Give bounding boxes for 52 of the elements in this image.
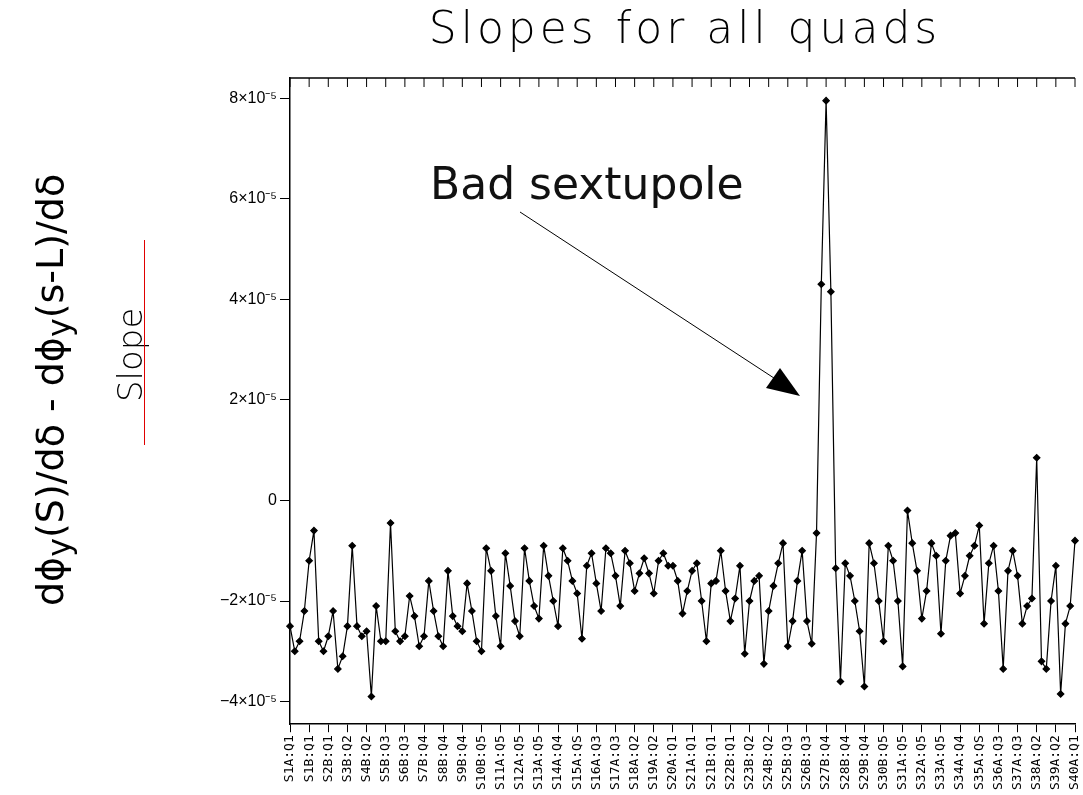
x-tick-label: S20A:Q1 [664,735,680,791]
x-tick-label: S36A:Q3 [989,735,1005,791]
x-tick-label: S1A:Q1 [281,735,297,783]
x-tick-label: S3B:Q2 [338,735,354,783]
y-tick-label: 6×10⁻⁵ [229,189,277,207]
x-tick-label: S10B:Q5 [472,735,488,791]
x-tick-label: S33A:Q5 [932,735,948,791]
x-tick-label: S32A:Q5 [913,735,929,791]
x-tick-label: S6B:Q3 [396,735,412,783]
y-tick-label: 8×10⁻⁵ [229,88,277,106]
x-tick-label: S40A:Q1 [1066,735,1082,791]
x-tick-label: S15A:QS [568,735,584,791]
annotation: Bad sextupole [430,158,744,209]
x-tick-label: S21A:Q1 [683,735,699,791]
x-tick-label: S11A:Q5 [491,735,507,791]
x-tick-label: S24B:Q2 [760,735,776,791]
x-tick-label: S19A:Q2 [645,735,661,791]
x-tick-label: S27B:Q4 [817,735,833,791]
x-tick-label: S21B:Q1 [702,735,718,791]
x-tick-label: S7B:Q4 [415,735,431,783]
x-tick-label: S34A:Q4 [951,735,967,791]
x-tick-label: S28B:Q4 [836,735,852,791]
x-tick-label: S23B:Q2 [740,735,756,791]
y-tick-label: 2×10⁻⁵ [229,390,277,408]
y-tick-label: −2×10⁻⁵ [219,591,277,609]
x-tick-label: S18A:Q2 [626,735,642,791]
x-tick-label: S30B:Q5 [874,735,890,791]
x-tick-label: S14A:Q4 [549,735,565,791]
x-tick-label: S17A:Q3 [606,735,622,791]
x-tick-label: S8B:Q4 [434,735,450,783]
x-tick-label: S13A:Q5 [530,735,546,791]
x-tick-label: S25B:Q3 [779,735,795,791]
x-tick-label: S1B:Q1 [300,735,316,783]
x-tick-label: S5B:Q3 [377,735,393,783]
x-tick-label: S31A:Q5 [894,735,910,791]
chart-title: Slopes for all quads [427,2,943,53]
x-tick-label: S26B:Q3 [798,735,814,791]
x-tick-label: S4B:Q2 [357,735,373,783]
y-tick-label: 0 [268,490,278,508]
y-tick-label: −4×10⁻⁵ [219,691,277,709]
x-tick-label: S35A:QS [970,735,986,791]
x-tick-label: S38A:Q2 [1028,735,1044,791]
x-tick-label: S37A:Q3 [1008,735,1024,791]
x-tick-label: S2B:Q1 [319,735,335,783]
x-tick-label: S22B:Q1 [721,735,737,791]
x-tick-label: S9B:Q4 [453,735,469,783]
x-tick-label: S29B:Q4 [855,735,871,791]
x-tick-label: S12A:Q5 [511,735,527,791]
text: Slope [110,306,150,405]
y-tick-label: 4×10⁻⁵ [229,289,277,307]
x-tick-label: S16A:Q3 [587,735,603,791]
x-tick-label: S39A:Q2 [1047,735,1063,791]
